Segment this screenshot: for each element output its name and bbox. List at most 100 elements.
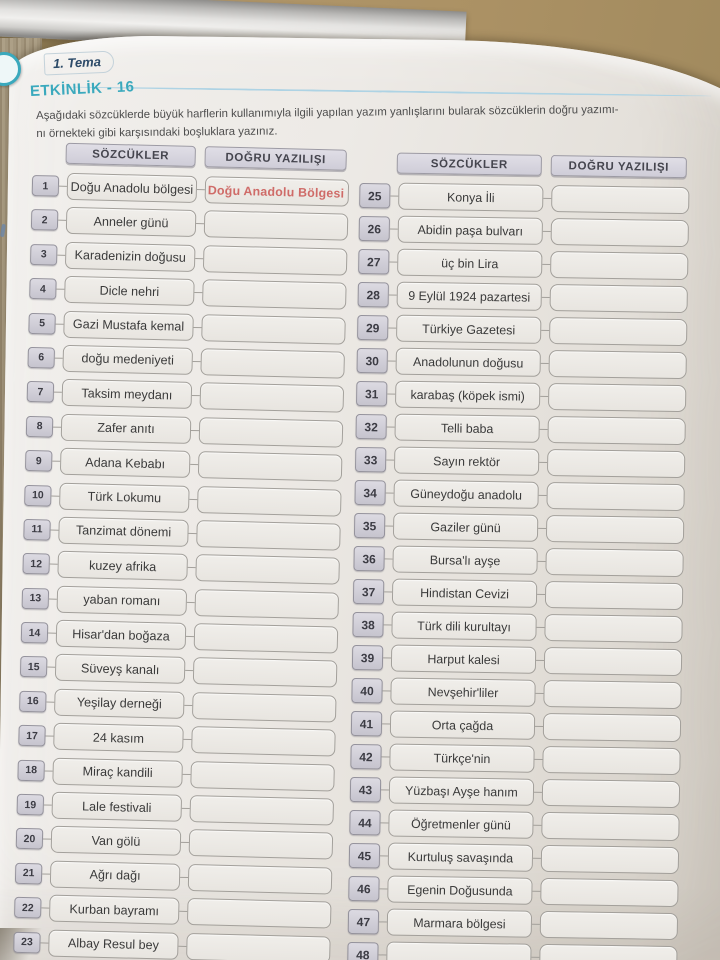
row-number: 25 — [359, 182, 391, 209]
connector-line — [48, 598, 57, 600]
answer-box — [546, 481, 685, 512]
connector-line — [41, 907, 50, 909]
table-row: 12 kuzey afrika — [22, 550, 345, 585]
row-number: 41 — [350, 710, 383, 737]
word-box: kuzey afrika — [57, 551, 188, 582]
connector-line — [539, 461, 548, 463]
right-column: SÖZCÜKLER DOĞRU YAZILIŞI 25 Konya İli 26… — [347, 152, 692, 960]
row-number: 39 — [351, 644, 384, 671]
connector-line — [538, 527, 547, 529]
row-number: 38 — [352, 611, 384, 638]
row-number: 4 — [29, 278, 57, 300]
connector-line — [382, 723, 391, 725]
connector-line — [183, 739, 192, 741]
word-box: 24 kasım — [53, 722, 184, 754]
connector-line — [535, 692, 544, 694]
answer-box — [198, 416, 344, 448]
word-box: Dicle nehri — [64, 275, 195, 307]
connector-line — [538, 494, 547, 496]
connector-line — [382, 690, 391, 692]
word-box: Hindistan Cevizi — [391, 578, 538, 608]
connector-line — [187, 567, 196, 569]
connector-line — [531, 923, 540, 925]
connector-line — [388, 294, 397, 296]
word-box: Marmara bölgesi — [386, 908, 533, 938]
connector-line — [192, 360, 201, 363]
connector-line — [536, 659, 545, 661]
row-number: 29 — [357, 314, 389, 341]
word-box: Miraç kandili — [52, 757, 183, 788]
answer-box — [546, 448, 686, 479]
connector-line — [378, 921, 387, 923]
answer-box — [195, 554, 340, 585]
connector-line — [542, 263, 551, 266]
answer-box — [202, 244, 348, 276]
answer-box — [542, 745, 681, 776]
answer-box — [541, 778, 681, 809]
word-box: Anneler günü — [65, 207, 197, 238]
connector-line — [532, 857, 541, 859]
answer-box — [200, 348, 345, 379]
word-box: Taksim meydanı — [61, 379, 193, 410]
answer-box — [199, 382, 345, 414]
page-marker-sticker — [0, 52, 21, 86]
word-box: Abidin paşa bulvarı — [397, 215, 543, 245]
word-box: Telli baba — [394, 413, 540, 443]
row-number: 42 — [350, 743, 382, 770]
table-row: 6 doğu medeniyeti — [27, 344, 350, 379]
header-spacer — [33, 142, 66, 143]
row-number: 36 — [353, 545, 385, 572]
row-number: 17 — [18, 725, 46, 747]
connector-line — [533, 791, 542, 793]
connector-line — [53, 391, 62, 394]
connector-line — [50, 529, 59, 531]
table-row: 16 Yeşilay derneği — [19, 688, 342, 723]
table-row: 34 Güneydoğu anadolu — [354, 479, 686, 512]
word-box: Egenin Doğusunda — [387, 875, 533, 905]
table-row: 45 Kurtuluş savaşında — [348, 842, 681, 875]
answer-box — [545, 514, 685, 545]
answer-box — [551, 185, 690, 215]
row-number: 1 — [31, 174, 60, 197]
table-row: 13 yaban romanı — [21, 585, 345, 620]
connector-line — [40, 942, 49, 944]
connector-line — [181, 807, 190, 810]
column-header-words: SÖZCÜKLER — [65, 142, 196, 167]
connector-line — [385, 492, 394, 494]
row-number: 48 — [347, 941, 379, 960]
word-box: Kurban bayramı — [48, 894, 180, 926]
connector-line — [379, 888, 388, 890]
answer-box — [190, 760, 335, 792]
connector-line — [533, 824, 542, 826]
connector-line — [190, 429, 200, 431]
answer-box — [540, 844, 680, 875]
connector-line — [47, 666, 56, 669]
table-row: 17 24 kasım — [18, 722, 341, 757]
connector-line — [543, 197, 552, 200]
left-column: SÖZCÜKLER DOĞRU YAZILIŞI 1 Doğu Anadolu … — [13, 142, 355, 960]
table-row: 15 Süveyş kanalı — [19, 653, 343, 689]
tema-tab: 1. Tema — [43, 50, 115, 76]
answer-box — [549, 316, 688, 347]
row-number: 2 — [30, 209, 59, 232]
word-box: Gazi Mustafa kemal — [63, 310, 194, 341]
table-row: 46 Egenin Doğusunda — [348, 875, 680, 908]
connector-line — [179, 911, 188, 913]
word-box: Ağrı dağı — [49, 860, 181, 891]
word-box: doğu medeniyeti — [62, 344, 194, 375]
table-row: 36 Bursa'lı ayşe — [353, 545, 685, 578]
answer-box — [545, 547, 684, 578]
connector-line — [380, 789, 389, 791]
row-number: 11 — [23, 518, 51, 541]
connector-line — [42, 873, 51, 875]
connector-line — [180, 842, 189, 844]
connector-line — [539, 428, 548, 430]
row-number: 30 — [356, 347, 388, 374]
word-box: Bursa'lı ayşe — [392, 545, 538, 575]
row-number: 19 — [16, 793, 45, 816]
connector-line — [388, 327, 397, 329]
row-number: 13 — [21, 587, 50, 610]
connector-line — [383, 657, 392, 659]
answer-box — [197, 451, 343, 482]
table-row: 32 Telli baba — [355, 413, 687, 446]
